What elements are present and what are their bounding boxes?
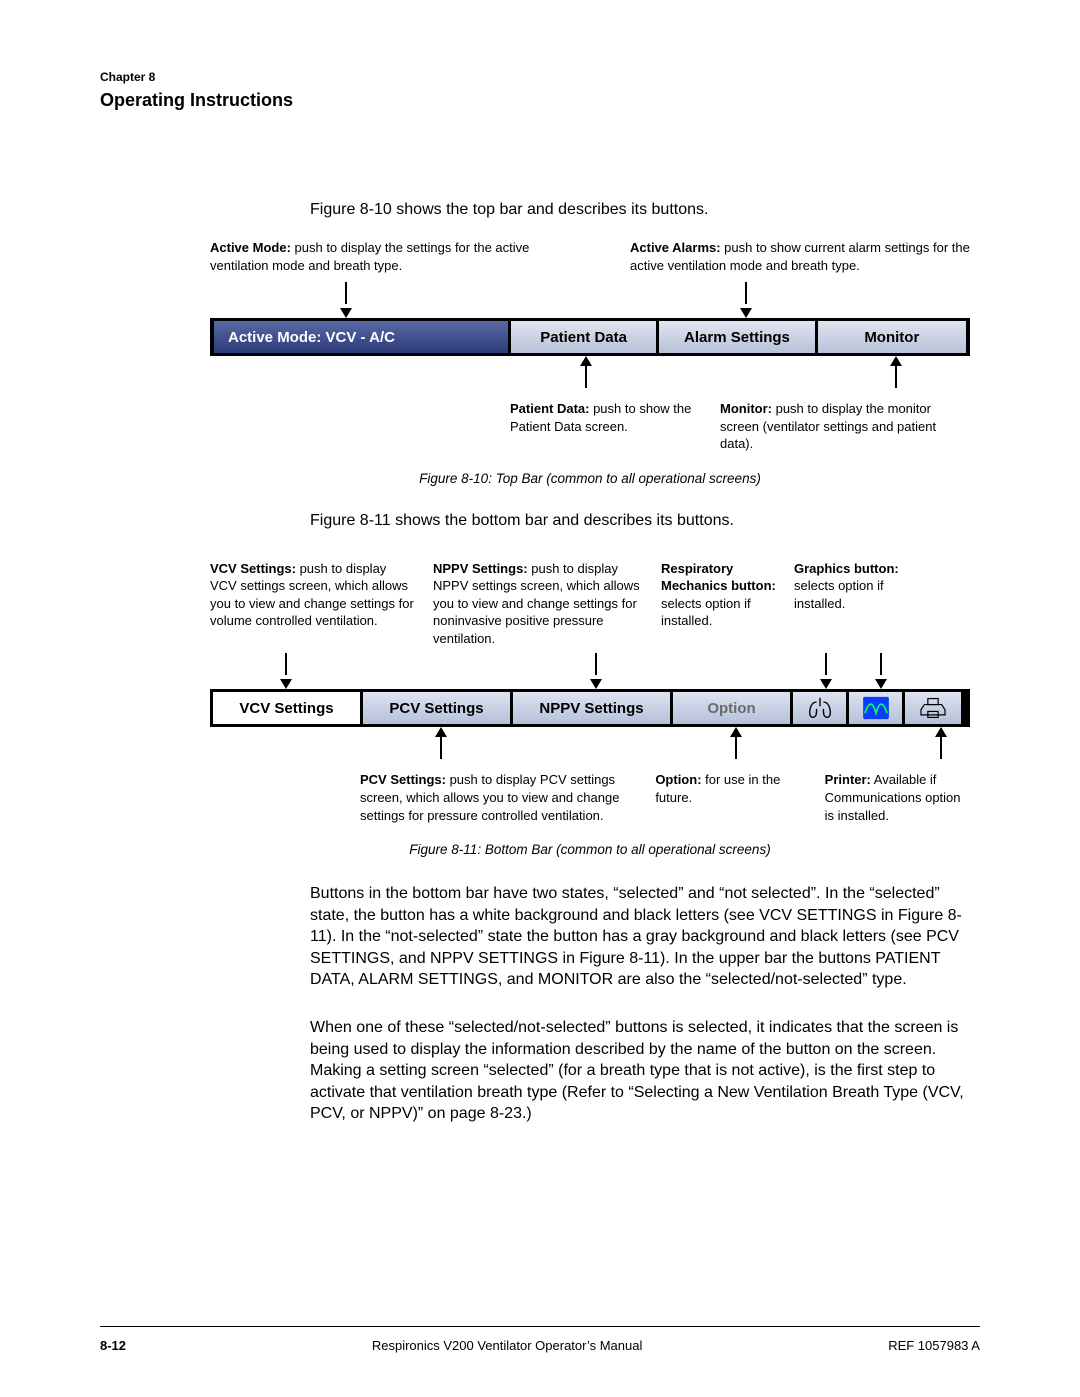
callout-vcv: VCV Settings: push to display VCV settin… xyxy=(210,560,415,648)
printer-icon xyxy=(919,696,947,720)
callout-patient-data: Patient Data: push to show the Patient D… xyxy=(510,400,700,453)
monitor-button[interactable]: Monitor xyxy=(818,321,966,353)
top-bar: Active Mode: VCV - A/C Patient Data Alar… xyxy=(210,318,970,356)
page-title: Operating Instructions xyxy=(100,90,980,111)
body-paragraph-1: Buttons in the bottom bar have two state… xyxy=(310,883,980,991)
graphics-button[interactable] xyxy=(849,692,905,724)
callout-graphics: Graphics button: selects option if insta… xyxy=(794,560,904,648)
footer-right: REF 1057983 A xyxy=(888,1338,980,1353)
fig11-caption: Figure 8-11: Bottom Bar (common to all o… xyxy=(210,842,970,857)
callout-resp-mech: Respiratory Mechanics button: selects op… xyxy=(661,560,776,648)
callout-pcv: PCV Settings: push to display PCV settin… xyxy=(360,771,631,824)
figure-8-11: VCV Settings: push to display VCV settin… xyxy=(210,560,970,857)
bottom-bar: VCV Settings PCV Settings NPPV Settings … xyxy=(210,689,970,727)
lungs-icon xyxy=(806,696,834,720)
printer-button[interactable] xyxy=(905,692,961,724)
fig10-caption: Figure 8-10: Top Bar (common to all oper… xyxy=(210,471,970,486)
footer-rule xyxy=(100,1326,980,1327)
option-button[interactable]: Option xyxy=(673,692,793,724)
page-footer: 8-12 Respironics V200 Ventilator Operato… xyxy=(100,1338,980,1353)
callout-active-mode: Active Mode: push to display the setting… xyxy=(210,239,550,274)
figure-8-10: Active Mode: push to display the setting… xyxy=(210,239,970,486)
active-mode-button[interactable]: Active Mode: VCV - A/C xyxy=(214,321,511,353)
pcv-settings-button[interactable]: PCV Settings xyxy=(363,692,513,724)
footer-center: Respironics V200 Ventilator Operator’s M… xyxy=(372,1338,643,1353)
fig10-intro: Figure 8-10 shows the top bar and descri… xyxy=(310,201,980,219)
nppv-settings-button[interactable]: NPPV Settings xyxy=(513,692,673,724)
vcv-settings-button[interactable]: VCV Settings xyxy=(213,692,363,724)
fig11-intro: Figure 8-11 shows the bottom bar and des… xyxy=(310,512,980,530)
page-number: 8-12 xyxy=(100,1338,126,1353)
resp-mechanics-button[interactable] xyxy=(793,692,849,724)
body-paragraph-2: When one of these “selected/not-selected… xyxy=(310,1017,980,1125)
callout-printer: Printer: Available if Communications opt… xyxy=(825,771,970,824)
chapter-label: Chapter 8 xyxy=(100,70,980,84)
callout-option: Option: for use in the future. xyxy=(655,771,800,824)
alarm-settings-button[interactable]: Alarm Settings xyxy=(659,321,817,353)
patient-data-button[interactable]: Patient Data xyxy=(511,321,659,353)
callout-monitor: Monitor: push to display the monitor scr… xyxy=(720,400,950,453)
waveform-icon xyxy=(862,696,890,720)
callout-active-alarms: Active Alarms: push to show current alar… xyxy=(630,239,970,274)
callout-nppv: NPPV Settings: push to display NPPV sett… xyxy=(433,560,643,648)
